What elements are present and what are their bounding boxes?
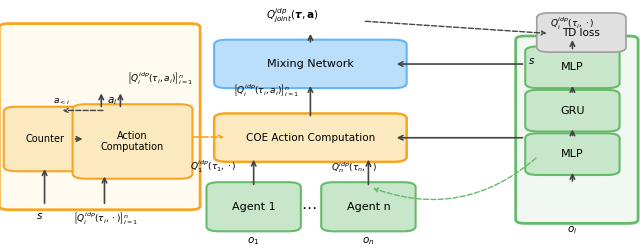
Text: $a_i$: $a_i$ <box>107 96 117 107</box>
FancyBboxPatch shape <box>525 46 620 88</box>
Text: $a_{<i}$: $a_{<i}$ <box>52 97 70 107</box>
Text: Action
Computation: Action Computation <box>101 131 164 152</box>
Text: $o_i$: $o_i$ <box>567 224 577 236</box>
Text: $Q_{joint}^{idp}(\boldsymbol{\tau}, \mathbf{a})$: $Q_{joint}^{idp}(\boldsymbol{\tau}, \mat… <box>266 6 319 25</box>
Text: $\left[Q_i^{idp}(\tau_i,\cdot)\right]_{i=1}^n$: $\left[Q_i^{idp}(\tau_i,\cdot)\right]_{i… <box>72 211 138 227</box>
Text: GRU: GRU <box>560 106 585 116</box>
FancyBboxPatch shape <box>207 182 301 231</box>
FancyBboxPatch shape <box>525 133 620 175</box>
FancyBboxPatch shape <box>537 13 626 52</box>
Text: $Q_n^{idp}(\tau_n,\cdot)$: $Q_n^{idp}(\tau_n,\cdot)$ <box>331 160 378 175</box>
Text: MLP: MLP <box>561 149 584 159</box>
Text: Agent 1: Agent 1 <box>232 202 275 212</box>
Text: $s$: $s$ <box>36 211 43 221</box>
FancyBboxPatch shape <box>4 107 85 171</box>
FancyBboxPatch shape <box>214 114 406 162</box>
Text: COE Action Computation: COE Action Computation <box>246 133 375 143</box>
Text: Counter: Counter <box>25 134 64 144</box>
Text: $Q_1^{idp}(\tau_1,\cdot)$: $Q_1^{idp}(\tau_1,\cdot)$ <box>189 159 236 175</box>
Text: Mixing Network: Mixing Network <box>267 59 354 69</box>
Text: $\cdots$: $\cdots$ <box>301 199 316 214</box>
FancyBboxPatch shape <box>72 104 193 179</box>
Text: $o_n$: $o_n$ <box>362 235 374 247</box>
FancyBboxPatch shape <box>516 36 638 224</box>
Text: $Q_i^{idp}(\tau_i,\cdot)$: $Q_i^{idp}(\tau_i,\cdot)$ <box>550 16 595 32</box>
Text: TD loss: TD loss <box>563 28 600 38</box>
Text: MLP: MLP <box>561 62 584 72</box>
Text: Agent n: Agent n <box>346 202 390 212</box>
FancyBboxPatch shape <box>525 90 620 132</box>
FancyBboxPatch shape <box>321 182 415 231</box>
Text: $o_1$: $o_1$ <box>248 235 260 247</box>
FancyBboxPatch shape <box>214 40 406 88</box>
Text: $s$: $s$ <box>528 56 535 66</box>
Text: $\left[Q_i^{idp}(\tau_i,a_i)\right]_{i=1}^n$: $\left[Q_i^{idp}(\tau_i,a_i)\right]_{i=1… <box>233 83 300 99</box>
FancyBboxPatch shape <box>0 24 200 210</box>
Text: $\left[Q_i^{idp}(\tau_i,a_i)\right]_{i=1}^n$: $\left[Q_i^{idp}(\tau_i,a_i)\right]_{i=1… <box>127 71 193 87</box>
